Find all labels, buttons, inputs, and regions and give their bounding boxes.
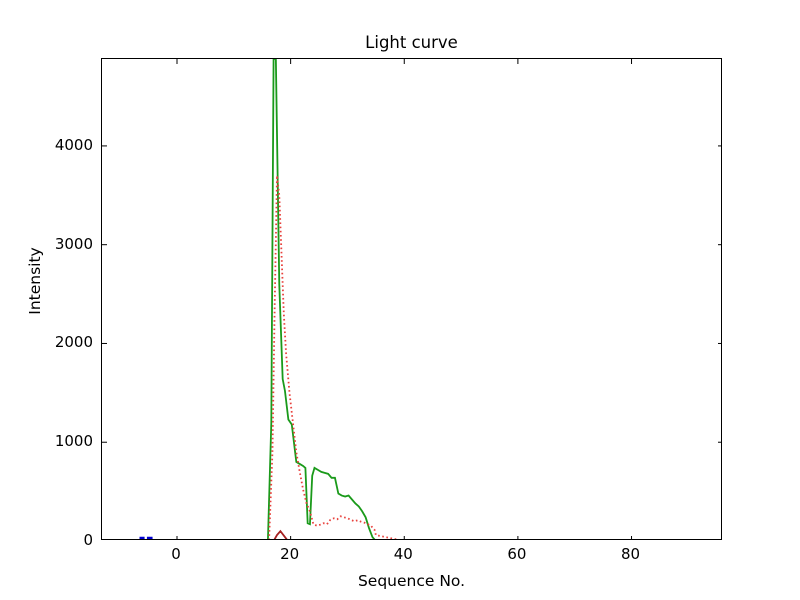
series-blue-segments: [139, 536, 153, 539]
y-tick-label: 0: [83, 531, 93, 549]
x-tick-label: 60: [507, 545, 527, 563]
y-axis-tick-labels: 0 1000 2000 3000 4000: [21, 0, 93, 600]
y-tick-label: 4000: [54, 135, 93, 154]
x-tick-label: 40: [393, 545, 413, 563]
y-tick-label: 2000: [54, 333, 93, 352]
x-tick-label: 80: [620, 545, 641, 563]
axis-tick-marks: [102, 59, 721, 539]
series-red-solid-baseline: [273, 529, 288, 539]
x-axis-tick-labels: 0 20 40 60 80: [0, 547, 800, 569]
chart-title: Light curve: [365, 33, 458, 52]
plot-canvas: [102, 59, 721, 539]
series-red-dotted-curve: [268, 175, 400, 539]
y-axis-label: Intensity: [26, 247, 44, 315]
data-series-group: [102, 59, 721, 539]
y-tick-label: 1000: [54, 432, 93, 451]
x-tick-label: 0: [171, 545, 181, 563]
plot-area: [101, 58, 722, 540]
x-tick-label: 20: [280, 545, 300, 563]
series-green-solid-curve: [267, 59, 376, 539]
x-axis-label: Sequence No.: [357, 572, 466, 590]
y-tick-label: 3000: [54, 234, 93, 253]
